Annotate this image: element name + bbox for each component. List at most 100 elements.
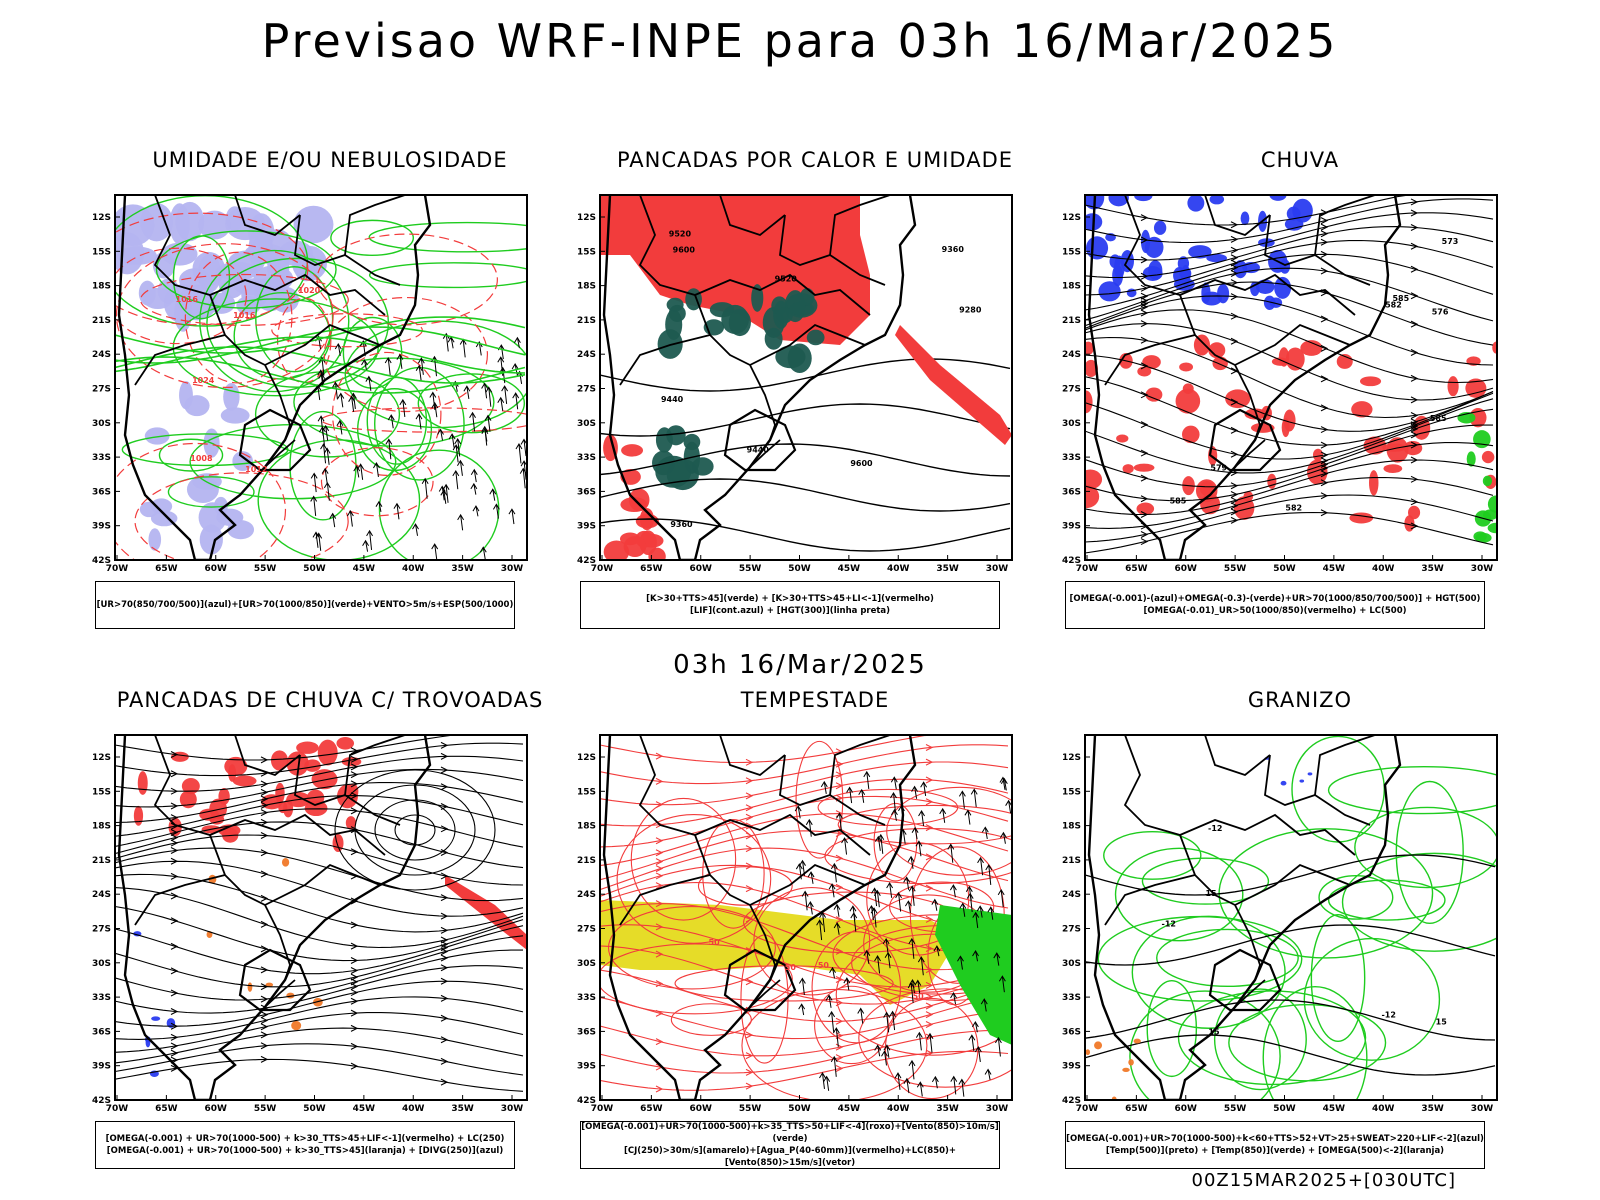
lon-label: 35W: [1421, 564, 1444, 574]
streamline-arrow: [350, 978, 359, 986]
wind850-vector: [883, 1044, 891, 1058]
wind-vector: [485, 386, 493, 407]
rain-shade: [1208, 342, 1226, 359]
streamline-arrow: [260, 832, 269, 840]
wind850-vector: [843, 977, 851, 991]
rain-shade: [1351, 401, 1373, 418]
humidity-contour-green: [417, 373, 526, 434]
lon-label: 35W: [451, 1104, 474, 1114]
streamline-arrow: [835, 999, 844, 1007]
wind-vector: [329, 512, 337, 528]
wind850-vector: [959, 902, 967, 917]
hgt500-streamline: [1085, 459, 1494, 516]
wind-vector: [452, 469, 460, 490]
wind850-vector: [985, 863, 993, 885]
rain-shade: [1182, 383, 1194, 394]
legend-line: [LIF](cont.azul) + [HGT(300)](linha pret…: [689, 606, 891, 616]
wind850-vector: [828, 883, 836, 898]
streamline-arrow: [925, 1049, 934, 1057]
wind850-vector: [846, 786, 854, 804]
wind-vector: [469, 411, 476, 432]
heat-convection-shade: [603, 540, 630, 560]
temp850-contour: [1156, 928, 1299, 988]
country-border: [294, 754, 401, 826]
streamline-arrow: [350, 983, 359, 991]
wind-vector: [437, 428, 444, 441]
instability-shade: [721, 304, 749, 334]
lc850-streamline: [600, 1029, 1008, 1074]
omega-shade: [1108, 195, 1129, 207]
water-vapor-contour: [858, 988, 1012, 1088]
streamline-arrow: [835, 947, 844, 955]
streamline-arrow: [1320, 267, 1329, 275]
lon-label: 70W: [591, 564, 614, 574]
country-border: [1234, 439, 1266, 468]
country-border: [779, 214, 886, 286]
omega-strong-shade: [1487, 522, 1497, 534]
humidity-contour-green: [158, 438, 224, 472]
streamline-arrow: [1320, 250, 1329, 258]
streamline-arrow: [260, 818, 269, 826]
country-border: [134, 334, 226, 386]
streamline-arrow: [170, 1042, 179, 1050]
hgt500-streamline: [1085, 212, 1494, 261]
legend-line: [OMEGA(-0.001) + UR>70(1000-500) + k>30_…: [105, 1134, 505, 1144]
convection-orange: [291, 1020, 302, 1031]
streamline-arrow: [745, 1052, 754, 1060]
wind850-vector: [890, 791, 897, 813]
humidity-contour-green: [344, 320, 527, 429]
humidity-shade: [169, 203, 190, 245]
temp850-contour: [1303, 937, 1441, 1061]
thunderstorm-shade: [332, 833, 344, 852]
streamline-arrow: [350, 921, 359, 929]
lc850-streamline: [600, 744, 1009, 785]
wind-vector: [385, 438, 393, 460]
wind-vector: [489, 488, 497, 501]
panel-granizo: GRANIZO 15 15 -12 -12 -12 15 12S 15S 18S 21S 24S 27…: [1050, 688, 1550, 1183]
hgt500-streamline: [1085, 511, 1494, 554]
wind850-vector: [833, 922, 841, 935]
wind-vector: [479, 546, 487, 560]
wind850-vector: [825, 994, 833, 1008]
wind-vector: [452, 444, 460, 463]
lc850-streamline: [600, 830, 1009, 882]
wind850-vector: [829, 966, 836, 979]
streamline-arrow: [1410, 374, 1419, 382]
hgt500-streamline: [1085, 281, 1494, 346]
temp850-contour: [1318, 874, 1394, 920]
instability-shade: [652, 450, 676, 476]
thickness-contour-red: [115, 247, 247, 345]
humidity-shade: [220, 407, 250, 424]
contour-label: 9280: [959, 306, 982, 315]
lat-label: 12S: [1062, 213, 1081, 223]
wind850-vector: [904, 900, 912, 913]
contour-label: 1012: [245, 465, 267, 474]
country-border: [829, 195, 891, 256]
rain-shade: [1116, 434, 1129, 443]
streamline-arrow: [440, 994, 449, 1002]
omega-shade: [1173, 277, 1195, 291]
thickness-contour-red: [323, 296, 489, 413]
wind850-vector: [972, 911, 980, 929]
streamline-arrow: [260, 780, 269, 788]
lat-label: 39S: [1062, 522, 1081, 532]
contour-label: 585: [1392, 294, 1409, 303]
humidity-contour-green: [293, 357, 495, 447]
temp850-contour: [1146, 979, 1198, 1078]
streamline-arrow: [745, 862, 754, 870]
streamline-arrow: [745, 1031, 754, 1039]
wind-vector: [337, 392, 345, 408]
lon-label: 50W: [303, 1104, 326, 1114]
lat-label: 33S: [1062, 993, 1081, 1003]
rain-shade: [1363, 436, 1387, 455]
lat-label: 30S: [577, 419, 596, 429]
wind-vector: [393, 502, 401, 520]
temp850-contour: [1141, 857, 1270, 905]
streamline-arrow: [925, 798, 934, 806]
streamline-arrow: [925, 758, 934, 766]
streamline-arrow: [440, 894, 449, 902]
wind850-vector: [999, 776, 1007, 790]
temp500-contour: [1085, 1034, 1496, 1076]
country-border: [134, 874, 226, 926]
streamline-arrow: [260, 809, 269, 817]
